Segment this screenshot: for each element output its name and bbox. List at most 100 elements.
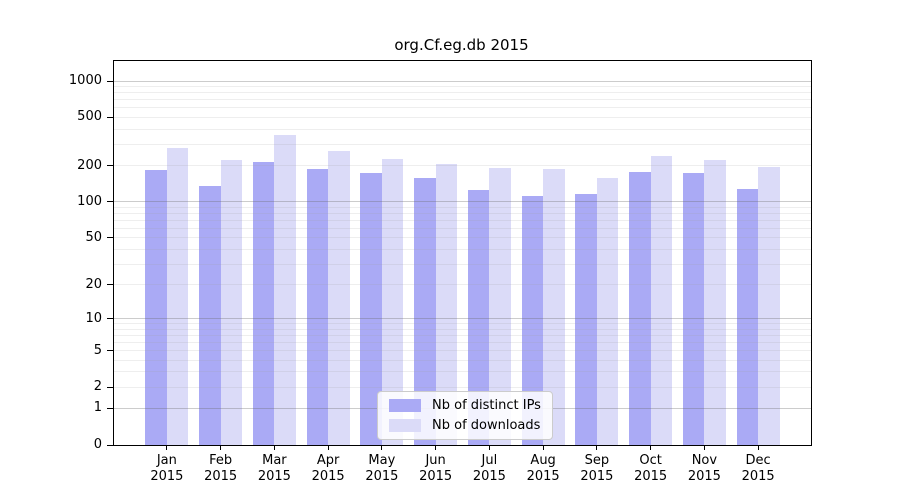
gridline-minor xyxy=(114,227,811,229)
gridline-minor xyxy=(114,284,811,286)
gridline-minor xyxy=(114,107,811,109)
bar-downloads-aug xyxy=(543,169,565,445)
bar-distinct-ips-feb xyxy=(199,186,221,445)
chart-title: org.Cf.eg.db 2015 xyxy=(394,36,529,54)
bar-distinct-ips-may xyxy=(360,173,382,445)
x-tick-label: Jul 2015 xyxy=(472,453,506,484)
x-tick-mark xyxy=(327,445,329,450)
gridline-minor xyxy=(114,359,811,361)
gridline-minor xyxy=(114,128,811,130)
y-tick-mark xyxy=(107,80,114,82)
bar-downloads-jul xyxy=(489,168,511,445)
gridline-minor xyxy=(114,341,811,343)
gridline-major xyxy=(114,80,811,82)
bar-distinct-ips-apr xyxy=(306,169,329,445)
legend-label-distinct-ips: Nb of distinct IPs xyxy=(432,398,541,413)
x-tick-label: Jun 2015 xyxy=(419,453,453,484)
gridline-minor xyxy=(114,248,811,250)
x-tick-mark xyxy=(757,445,759,450)
x-tick-mark xyxy=(488,445,490,450)
y-tick-label: 2 xyxy=(93,379,102,395)
x-tick-label: May 2015 xyxy=(365,453,399,484)
bar-distinct-ips-aug xyxy=(521,195,544,445)
bar-downloads-jun xyxy=(435,164,458,445)
y-tick-label: 0 xyxy=(93,437,102,452)
legend-item-distinct-ips: Nb of distinct IPs xyxy=(389,398,541,413)
bar-distinct-ips-jan xyxy=(145,170,167,445)
bar-distinct-ips-jun xyxy=(414,177,436,445)
y-tick-label: 50 xyxy=(85,229,102,245)
x-tick-mark xyxy=(435,445,437,450)
legend-swatch-distinct-ips xyxy=(389,399,421,412)
bar-downloads-jan xyxy=(166,147,189,445)
y-tick-label: 200 xyxy=(77,157,102,173)
bar-downloads-apr xyxy=(328,150,350,445)
plot-area: Dec 2015 Nov 2015 Oct 2015 Sep 2015 Aug 2015… xyxy=(69,60,812,484)
gridline-minor xyxy=(114,328,811,330)
bar-downloads-feb xyxy=(220,160,243,445)
y-tick-mark xyxy=(107,350,114,352)
bar-distinct-ips-mar xyxy=(252,161,275,445)
gridline-minor xyxy=(114,386,811,388)
x-tick-label: Aug 2015 xyxy=(526,453,560,484)
y-tick-mark xyxy=(107,386,114,388)
y-tick-mark xyxy=(107,116,114,118)
gridline-minor xyxy=(114,86,811,88)
bar-distinct-ips-jul xyxy=(467,189,490,445)
legend: Nb of distinct IPs Nb of downloads xyxy=(377,391,553,440)
gridline-minor xyxy=(114,99,811,101)
x-tick-label: Nov 2015 xyxy=(687,453,721,484)
bar-downloads-mar xyxy=(274,134,296,445)
y-tick-mark xyxy=(107,201,114,203)
y-tick-mark xyxy=(107,444,114,446)
gridline-minor xyxy=(114,116,811,118)
bar-distinct-ips-sep xyxy=(575,193,597,445)
legend-item-downloads: Nb of downloads xyxy=(389,418,541,433)
y-tick-label: 100 xyxy=(77,193,102,209)
gridline-major xyxy=(114,318,811,320)
bar-distinct-ips-oct xyxy=(629,171,651,445)
bar-downloads-may xyxy=(381,158,404,445)
x-tick-mark xyxy=(650,445,652,450)
y-tick-mark xyxy=(107,165,114,167)
y-tick-label: 1000 xyxy=(68,73,102,88)
gridline-major xyxy=(114,201,811,203)
y-tick-mark xyxy=(107,237,114,239)
bar-downloads-sep xyxy=(596,177,619,445)
y-tick-mark xyxy=(107,318,114,320)
legend-swatch-downloads xyxy=(389,419,421,432)
x-tick-label: Oct 2015 xyxy=(634,453,668,484)
x-tick-label: Sep 2015 xyxy=(580,453,614,484)
bar-distinct-ips-dec xyxy=(736,189,759,445)
x-tick-label: Feb 2015 xyxy=(204,453,238,484)
x-tick-mark xyxy=(381,445,383,450)
x-tick-mark xyxy=(703,445,705,450)
x-tick-label: Jan 2015 xyxy=(150,453,184,484)
gridline-minor xyxy=(114,219,811,221)
gridline-minor xyxy=(114,263,811,265)
x-tick-mark xyxy=(596,445,598,450)
y-tick-mark xyxy=(107,407,114,409)
gridline-minor xyxy=(114,143,811,145)
y-tick-label: 1 xyxy=(93,400,102,416)
x-tick-mark xyxy=(542,445,544,450)
x-tick-label: Mar 2015 xyxy=(257,453,291,484)
bar-distinct-ips-nov xyxy=(682,172,705,445)
gridline-minor xyxy=(114,206,811,208)
x-tick-mark xyxy=(166,445,168,450)
gridline-minor xyxy=(114,350,811,352)
y-tick-label: 5 xyxy=(93,342,102,358)
gridline-minor xyxy=(114,165,811,167)
y-tick-label: 20 xyxy=(85,276,102,292)
x-tick-label: Dec 2015 xyxy=(741,453,775,484)
gridline-minor xyxy=(114,323,811,325)
x-tick-mark xyxy=(220,445,222,450)
y-tick-label: 10 xyxy=(85,310,102,326)
bar-downloads-dec xyxy=(758,166,780,445)
x-tick-label: Apr 2015 xyxy=(311,453,345,484)
gridline-minor xyxy=(114,334,811,336)
gridline-minor xyxy=(114,212,811,214)
y-tick-mark xyxy=(107,284,114,286)
bar-downloads-oct xyxy=(650,155,673,445)
